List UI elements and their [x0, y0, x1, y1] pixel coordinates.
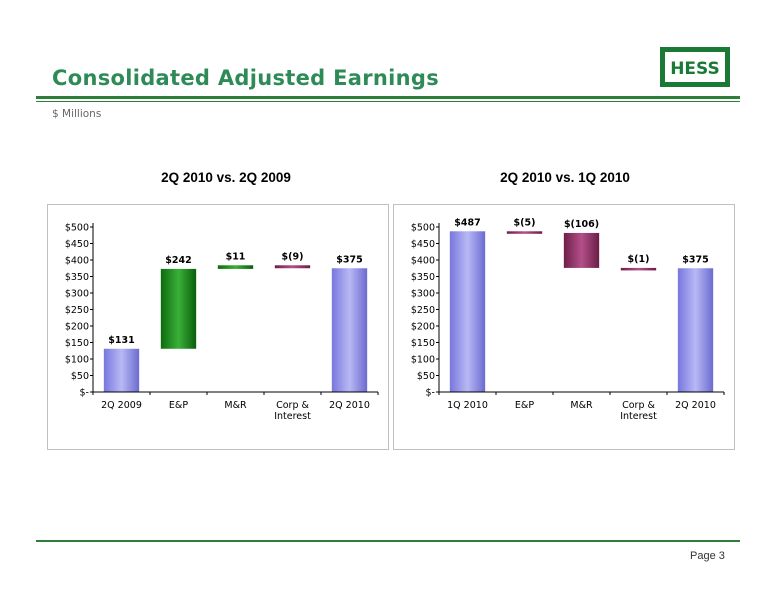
data-label: $242 — [165, 255, 191, 266]
header-rule-thin — [36, 101, 740, 102]
y-tick-label: $400 — [411, 256, 435, 267]
y-tick-label: $450 — [65, 239, 89, 250]
data-label: $375 — [682, 254, 708, 265]
hess-logo: HESS — [660, 47, 730, 87]
data-label: $(106) — [564, 219, 599, 230]
category-label: Corp & — [276, 400, 309, 411]
y-tick-label: $350 — [65, 272, 89, 283]
bar-2q-2010 — [331, 268, 368, 392]
bar-2q-2010 — [677, 268, 714, 392]
y-tick-label: $200 — [411, 322, 435, 333]
chart-left-plot: $- $50 $100 $150 $200 $250 $300 $350 $400 $450 $50… — [65, 223, 379, 422]
bar-corp-interest — [620, 267, 657, 271]
footer-rule — [36, 540, 740, 542]
y-tick-label: $450 — [411, 239, 435, 250]
category-label: E&P — [515, 400, 534, 411]
y-tick-label: $300 — [65, 289, 89, 300]
y-tick-label: $500 — [65, 223, 89, 234]
y-tick-label: $300 — [411, 289, 435, 300]
data-label: $11 — [226, 251, 246, 262]
bar-2q-2009 — [103, 348, 140, 392]
y-tick-label: $150 — [411, 338, 435, 349]
chart-right-plot: $- $50 $100 $150 $200 $250 $300 $350 $400 $450 $50… — [411, 217, 725, 422]
chart-title-left: 2Q 2010 vs. 2Q 2009 — [161, 170, 291, 185]
page-title: Consolidated Adjusted Earnings — [52, 66, 439, 90]
y-tick-label: $100 — [411, 355, 435, 366]
category-label: 2Q 2009 — [101, 400, 142, 411]
y-tick-label: $400 — [65, 256, 89, 267]
logo-text: HESS — [670, 59, 720, 79]
y-tick-label: $50 — [417, 371, 435, 382]
category-label: 2Q 2010 — [675, 400, 716, 411]
y-tick-label: $150 — [65, 338, 89, 349]
category-label: 1Q 2010 — [447, 400, 488, 411]
category-label: E&P — [169, 400, 188, 411]
category-label: M&R — [224, 400, 247, 411]
bar-e-p — [506, 231, 543, 234]
chart-title-right: 2Q 2010 vs. 1Q 2010 — [500, 170, 630, 185]
bar-m-r — [563, 232, 600, 268]
y-tick-label: $500 — [411, 223, 435, 234]
y-tick-label: $- — [426, 388, 435, 399]
category-label: M&R — [570, 400, 593, 411]
bar-m-r — [217, 265, 254, 269]
chart-right: $- $50 $100 $150 $200 $250 $300 $350 $400 $450 $50… — [393, 204, 735, 450]
category-label: Interest — [274, 411, 311, 422]
data-label: $(9) — [282, 251, 304, 262]
category-label: Corp & — [622, 400, 655, 411]
y-tick-label: $250 — [411, 305, 435, 316]
data-label: $131 — [108, 335, 134, 346]
data-label: $375 — [336, 254, 362, 265]
category-label: Interest — [620, 411, 657, 422]
data-label: $(5) — [514, 217, 536, 228]
y-tick-label: $- — [80, 388, 89, 399]
chart-left: $- $50 $100 $150 $200 $250 $300 $350 $400 $450 $50… — [47, 204, 389, 450]
y-tick-label: $250 — [65, 305, 89, 316]
y-tick-label: $200 — [65, 322, 89, 333]
page-number: Page 3 — [690, 550, 725, 562]
y-tick-label: $350 — [411, 272, 435, 283]
data-label: $487 — [454, 217, 480, 228]
header-rule — [36, 96, 740, 99]
bar-1q-2010 — [449, 231, 486, 392]
y-tick-label: $100 — [65, 355, 89, 366]
data-label: $(1) — [628, 254, 650, 265]
bar-e-p — [160, 268, 197, 349]
y-tick-label: $50 — [71, 371, 89, 382]
bar-corp-interest — [274, 265, 311, 269]
page-subtitle: $ Millions — [52, 108, 102, 120]
category-label: 2Q 2010 — [329, 400, 370, 411]
